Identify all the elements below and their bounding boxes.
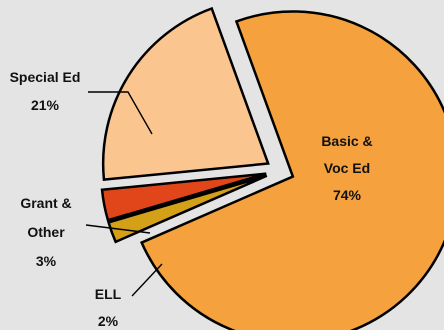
slice-label-basic-voc-ed-line1: Basic & (321, 133, 372, 149)
slice-label-basic-voc-ed-line2: Voc Ed (324, 160, 370, 176)
leader-line-ell (131, 263, 163, 297)
slice-label-grant-other-line2: Other (27, 224, 65, 240)
slice-value-grant-other: 3% (36, 253, 57, 269)
leader-line-grant-other (85, 224, 151, 234)
slice-value-ell: 2% (98, 313, 119, 329)
slice-label-special-ed: Special Ed (10, 69, 81, 85)
leader-lines (85, 91, 163, 297)
slice-label-ell: ELL (95, 286, 122, 302)
pie-slice-special-ed (101, 6, 270, 182)
leader-line-special-ed (88, 91, 153, 135)
pie-slice-ell (107, 174, 268, 244)
slice-value-basic-voc-ed: 74% (333, 187, 362, 203)
pie-slice-grant-other (100, 172, 267, 222)
pie-slices (100, 6, 444, 330)
slice-value-special-ed: 21% (31, 97, 60, 113)
pie-slice-basic-voc-ed (140, 10, 444, 330)
slice-label-grant-other-line1: Grant & (20, 195, 71, 211)
